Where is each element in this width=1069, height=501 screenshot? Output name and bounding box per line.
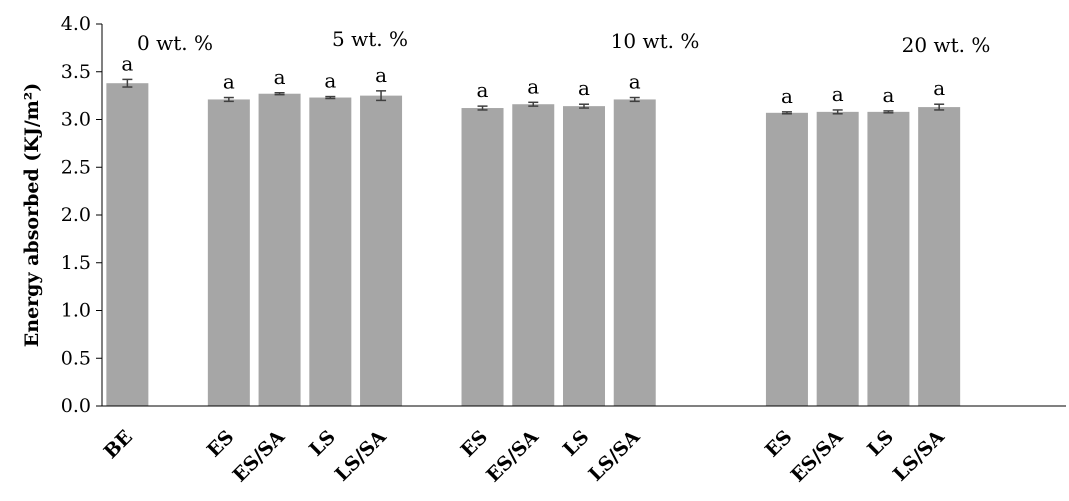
bar [613,99,656,406]
significance-label: a [882,83,894,107]
y-tick-label: 2.5 [61,156,91,178]
group-label: 5 wt. % [332,27,408,51]
y-tick-label: 3.0 [61,109,91,131]
bar [360,95,403,406]
group-label: 20 wt. % [902,33,991,57]
y-tick-label: 1.5 [61,252,91,274]
y-tick-label: 3.5 [61,61,91,83]
significance-label: a [629,70,641,94]
category-label: ES [761,426,796,461]
group-labels: 0 wt. % 5 wt. % 10 wt. % 20 wt. % [137,27,990,57]
category-label: LS [559,426,594,461]
bar [461,108,504,406]
significance-label: a [477,78,489,102]
bar [309,97,352,406]
significance-label: a [274,65,286,89]
category-label: BE [100,426,137,463]
y-tick-label: 2.0 [61,204,91,226]
significance-label: a [223,70,235,94]
group-label: 10 wt. % [611,29,700,53]
category-label: ES/SA [482,426,543,487]
bar [816,111,859,407]
bars: a a a a a a a a a a a a a [106,51,961,407]
significance-label: a [375,63,387,87]
category-label: LS/SA [889,426,949,486]
category-label: ES/SA [787,426,848,487]
significance-label: a [578,76,590,100]
group-label: 0 wt. % [137,31,213,55]
bar [106,83,149,407]
significance-label: a [121,51,133,75]
y-tick-label: 0.0 [61,395,91,417]
bar [512,104,555,406]
bar [563,106,605,406]
y-tick-label: 0.5 [61,347,91,369]
bar [258,93,301,406]
category-label: LS [863,426,898,461]
bar [765,112,808,406]
category-label: LS/SA [585,426,645,486]
bar [207,99,250,406]
category-label: ES [457,426,492,461]
significance-label: a [527,74,539,98]
category-label: ES [203,426,238,461]
significance-label: a [781,84,793,108]
category-label: ES/SA [229,426,290,487]
category-label: LS [305,426,340,461]
bar [918,107,961,407]
significance-label: a [933,76,945,100]
y-tick-label: 1.0 [61,300,91,322]
y-axis-title: Energy absorbed (KJ/m²) [21,83,43,347]
significance-label: a [324,69,336,93]
y-axis: 0.0 0.5 1.0 1.5 2.0 2.5 3.0 3.5 4.0 [61,13,103,417]
category-label: LS/SA [331,426,391,486]
bar [867,111,910,407]
significance-label: a [832,82,844,106]
y-tick-label: 4.0 [61,13,91,35]
